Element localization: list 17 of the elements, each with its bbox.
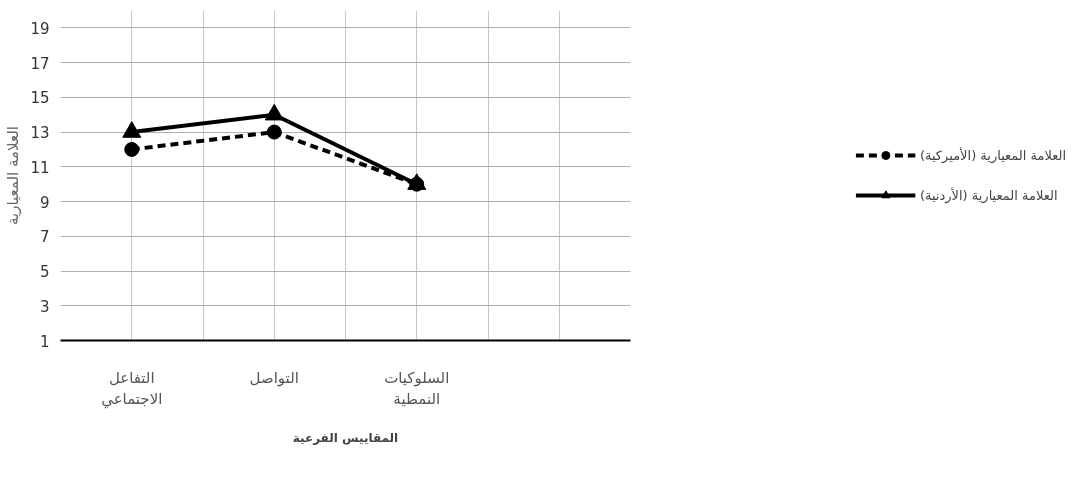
y-tick-label: 9	[39, 193, 50, 212]
legend-label: العلامة المعيارية (الأميركية)	[919, 147, 1067, 163]
y-tick-label: 7	[39, 228, 50, 247]
y-tick-label: 19	[30, 19, 50, 38]
y-tick-label: 13	[30, 124, 50, 143]
legend-label: العلامة المعيارية (الأردنية)	[919, 187, 1058, 203]
x-tick-label: التواصل	[249, 368, 299, 387]
y-tick-label: 1	[39, 332, 50, 351]
y-tick-label: 17	[30, 54, 50, 73]
y-tick-label: 5	[39, 263, 50, 282]
y-tick-label: 3	[39, 297, 50, 316]
x-tick-label: التفاعل الاجتماعي	[101, 368, 163, 410]
x-tick-label: السلوكيات النمطية	[384, 368, 450, 409]
y-axis-title: العلامة المعيارية	[4, 126, 23, 225]
x-axis-title: المقاييس الفرعية	[292, 431, 399, 446]
y-tick-label: 11	[30, 158, 50, 177]
y-tick-label: 15	[30, 89, 50, 108]
